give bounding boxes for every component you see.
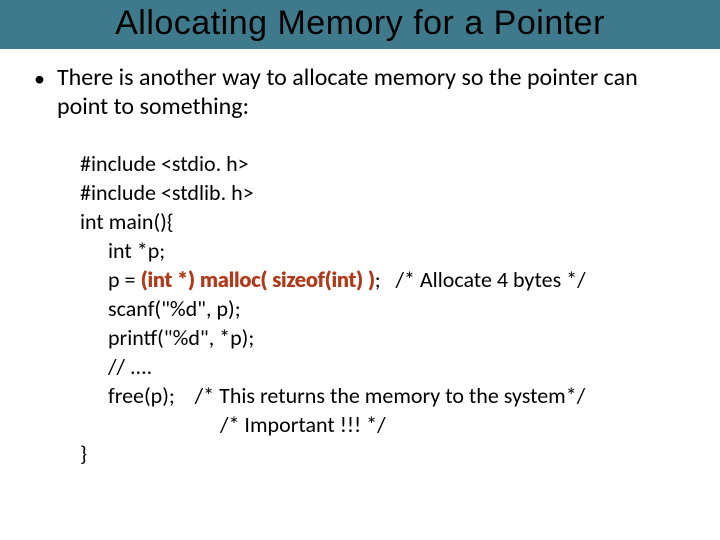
code-line: int main(){ bbox=[80, 207, 686, 236]
code-line: #include <stdio. h> bbox=[80, 149, 686, 178]
slide-content: • There is another way to allocate memor… bbox=[0, 49, 720, 468]
bullet-item: • There is another way to allocate memor… bbox=[34, 63, 686, 121]
slide-title: Allocating Memory for a Pointer bbox=[0, 4, 720, 43]
code-line: free(p); /* This returns the memory to t… bbox=[80, 381, 686, 410]
code-highlight: (int *) malloc( sizeof(int) ) bbox=[140, 266, 374, 293]
bullet-text: There is another way to allocate memory … bbox=[57, 63, 686, 121]
code-line: int *p; bbox=[80, 236, 686, 265]
title-bar: Allocating Memory for a Pointer bbox=[0, 0, 720, 49]
code-line: // .... bbox=[80, 352, 686, 381]
code-text: p = bbox=[108, 266, 140, 293]
code-block: #include <stdio. h> #include <stdlib. h>… bbox=[34, 149, 686, 468]
code-line: printf("%d", *p); bbox=[80, 323, 686, 352]
code-line: p = (int *) malloc( sizeof(int) ); /* Al… bbox=[80, 265, 686, 294]
code-line: #include <stdlib. h> bbox=[80, 178, 686, 207]
code-line: /* Important !!! */ bbox=[80, 410, 686, 439]
code-line: } bbox=[80, 439, 686, 468]
code-text: ; /* Allocate 4 bytes */ bbox=[375, 266, 586, 293]
code-line: scanf("%d", p); bbox=[80, 294, 686, 323]
bullet-marker: • bbox=[34, 65, 45, 93]
